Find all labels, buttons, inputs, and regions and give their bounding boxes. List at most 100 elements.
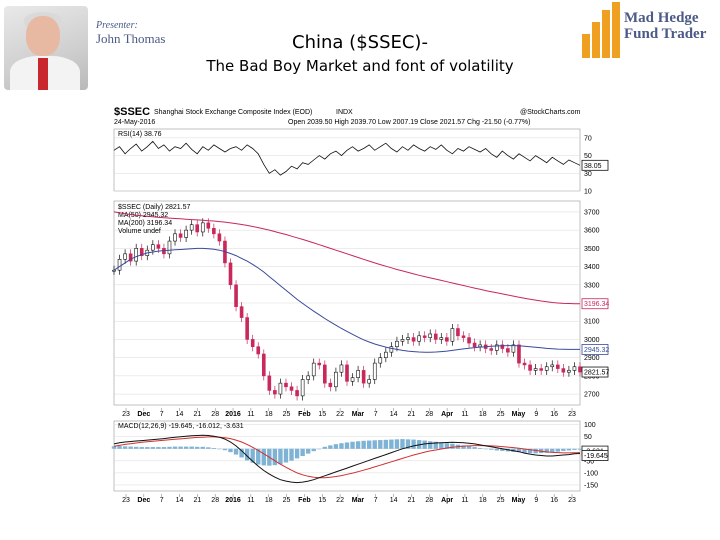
price-candle (528, 364, 532, 371)
macd-histogram-bar (289, 448, 294, 461)
price-legend-3: Volume undef (118, 228, 161, 235)
price-candle (539, 368, 543, 371)
chart-source: @StockCharts.com (520, 109, 581, 116)
macd-histogram-bar (322, 446, 328, 449)
x-axis-top-label-0: 23 (122, 411, 130, 418)
price-candle (317, 362, 322, 366)
macd-histogram-bar (472, 447, 477, 449)
price-candle (578, 366, 582, 373)
rsi-value-tag: 38.05 (584, 163, 602, 170)
x-axis-bottom-label-0: 23 (122, 497, 130, 504)
price-candle (306, 375, 310, 380)
macd-histogram-bar (283, 448, 289, 463)
price-candle (195, 224, 200, 233)
chart-index-name: Shanghai Stock Exchange Composite Index … (154, 109, 312, 116)
macd-histogram-bar (195, 446, 200, 449)
macd-histogram-bar (111, 446, 117, 449)
presenter-block: Presenter: John Thomas (0, 0, 190, 90)
x-axis-bottom-label-25: 23 (568, 497, 576, 504)
macd-histogram-bar (272, 448, 278, 466)
macd-histogram-bar (522, 448, 527, 453)
chart-ohlc: Open 2039.50 High 2039.70 Low 2007.19 Cl… (288, 119, 530, 126)
x-axis-top-label-19: 11 (461, 411, 468, 418)
x-axis-top-label-7: 11 (247, 411, 254, 418)
price-candle (511, 344, 516, 353)
price-legend-2: MA(200) 3196.34 (118, 220, 172, 227)
macd-histogram-bar (339, 443, 344, 449)
price-candle (417, 335, 421, 342)
macd-histogram-bar (161, 447, 167, 449)
rsi-y-tick-3: 10 (584, 189, 592, 196)
chart-symbol: $SSEC (114, 106, 150, 118)
logo-bars-icon (582, 2, 620, 58)
macd-histogram-bar (428, 441, 433, 449)
price-candle (300, 379, 305, 397)
ma200-value-tag-box (581, 298, 609, 310)
macd-histogram-bar (122, 446, 128, 449)
price-candle (261, 353, 266, 377)
macd-histogram-bar (405, 439, 411, 449)
x-axis-top-label-14: 7 (374, 411, 378, 418)
x-axis-bottom-label-24: 16 (550, 497, 558, 504)
slide-subtitle: The Bad Boy Market and font of volatilit… (206, 57, 514, 75)
price-candle (250, 339, 255, 348)
price-candle (439, 337, 444, 340)
macd-histogram-bar (483, 448, 488, 450)
x-axis-bottom-label-10: Feb (298, 497, 310, 504)
price-candle (400, 339, 405, 342)
macd-histogram-bar (117, 446, 122, 449)
x-axis-top-label-25: 23 (568, 411, 576, 418)
macd-signal-value-tag: -19.645 (584, 453, 608, 460)
price-candle (450, 328, 455, 342)
price-candle (517, 344, 521, 364)
presenter-label: Presenter: (96, 20, 138, 31)
macd-frame (113, 420, 581, 492)
x-axis-bottom-label-4: 21 (193, 497, 201, 504)
macd-histogram-bar (145, 447, 150, 449)
slide-title: China ($SSEC)- (292, 32, 428, 53)
macd-histogram-bar (372, 440, 377, 449)
macd-histogram-bar (439, 442, 444, 449)
price-candle (156, 244, 161, 249)
macd-histogram-bar (128, 446, 133, 449)
ma50-value-tag-box (581, 344, 609, 355)
price-candle (533, 368, 538, 371)
price-candle (389, 346, 394, 353)
x-axis-top-label-11: 15 (318, 411, 326, 418)
price-candle (494, 344, 499, 351)
x-axis-bottom-label-3: 14 (176, 497, 184, 504)
price-value-tag: 2821.57 (584, 370, 609, 377)
price-candle (472, 342, 477, 348)
price-y-tick-10: 2700 (584, 392, 600, 399)
price-candle (456, 328, 460, 337)
price-legend-0: $SSEC (Daily) 2821.57 (118, 204, 190, 211)
macd-histogram-bar (344, 442, 350, 449)
macd-histogram-bar (211, 448, 217, 449)
macd-histogram-bar (217, 448, 222, 450)
x-axis-top-label-23: 9 (534, 411, 538, 418)
price-candle (378, 357, 383, 364)
x-axis-bottom-label-7: 11 (247, 497, 254, 504)
price-candle (328, 382, 333, 388)
macd-histogram-bar (167, 446, 172, 449)
macd-histogram-bar (300, 448, 305, 456)
macd-histogram-bar (527, 448, 533, 454)
price-candle (112, 269, 116, 272)
macd-histogram-bar (172, 446, 178, 449)
price-candle (384, 351, 388, 358)
macd-histogram-bar (533, 448, 538, 454)
macd-histogram-bar (394, 439, 400, 449)
price-value-tag-box (581, 366, 609, 378)
price-candle (273, 390, 277, 395)
rsi-y-tick-0: 70 (584, 135, 592, 142)
x-axis-bottom-label-21: 25 (497, 497, 505, 504)
macd-histogram-bar (189, 446, 194, 449)
ma200-line (113, 211, 580, 305)
macd-histogram-bar (494, 448, 499, 451)
x-axis-bottom-label-16: 21 (408, 497, 416, 504)
macd-histogram-bar (350, 441, 355, 449)
logo-line2: Fund Trader (624, 26, 707, 42)
x-axis-bottom: 23 Dec 7 14 21 28 2016 11 18 25 Feb 15 22 Mar 7 14 21 28 A… (122, 494, 576, 504)
macd-line (113, 434, 581, 484)
ma200-value-tag: 3196.34 (584, 301, 609, 308)
